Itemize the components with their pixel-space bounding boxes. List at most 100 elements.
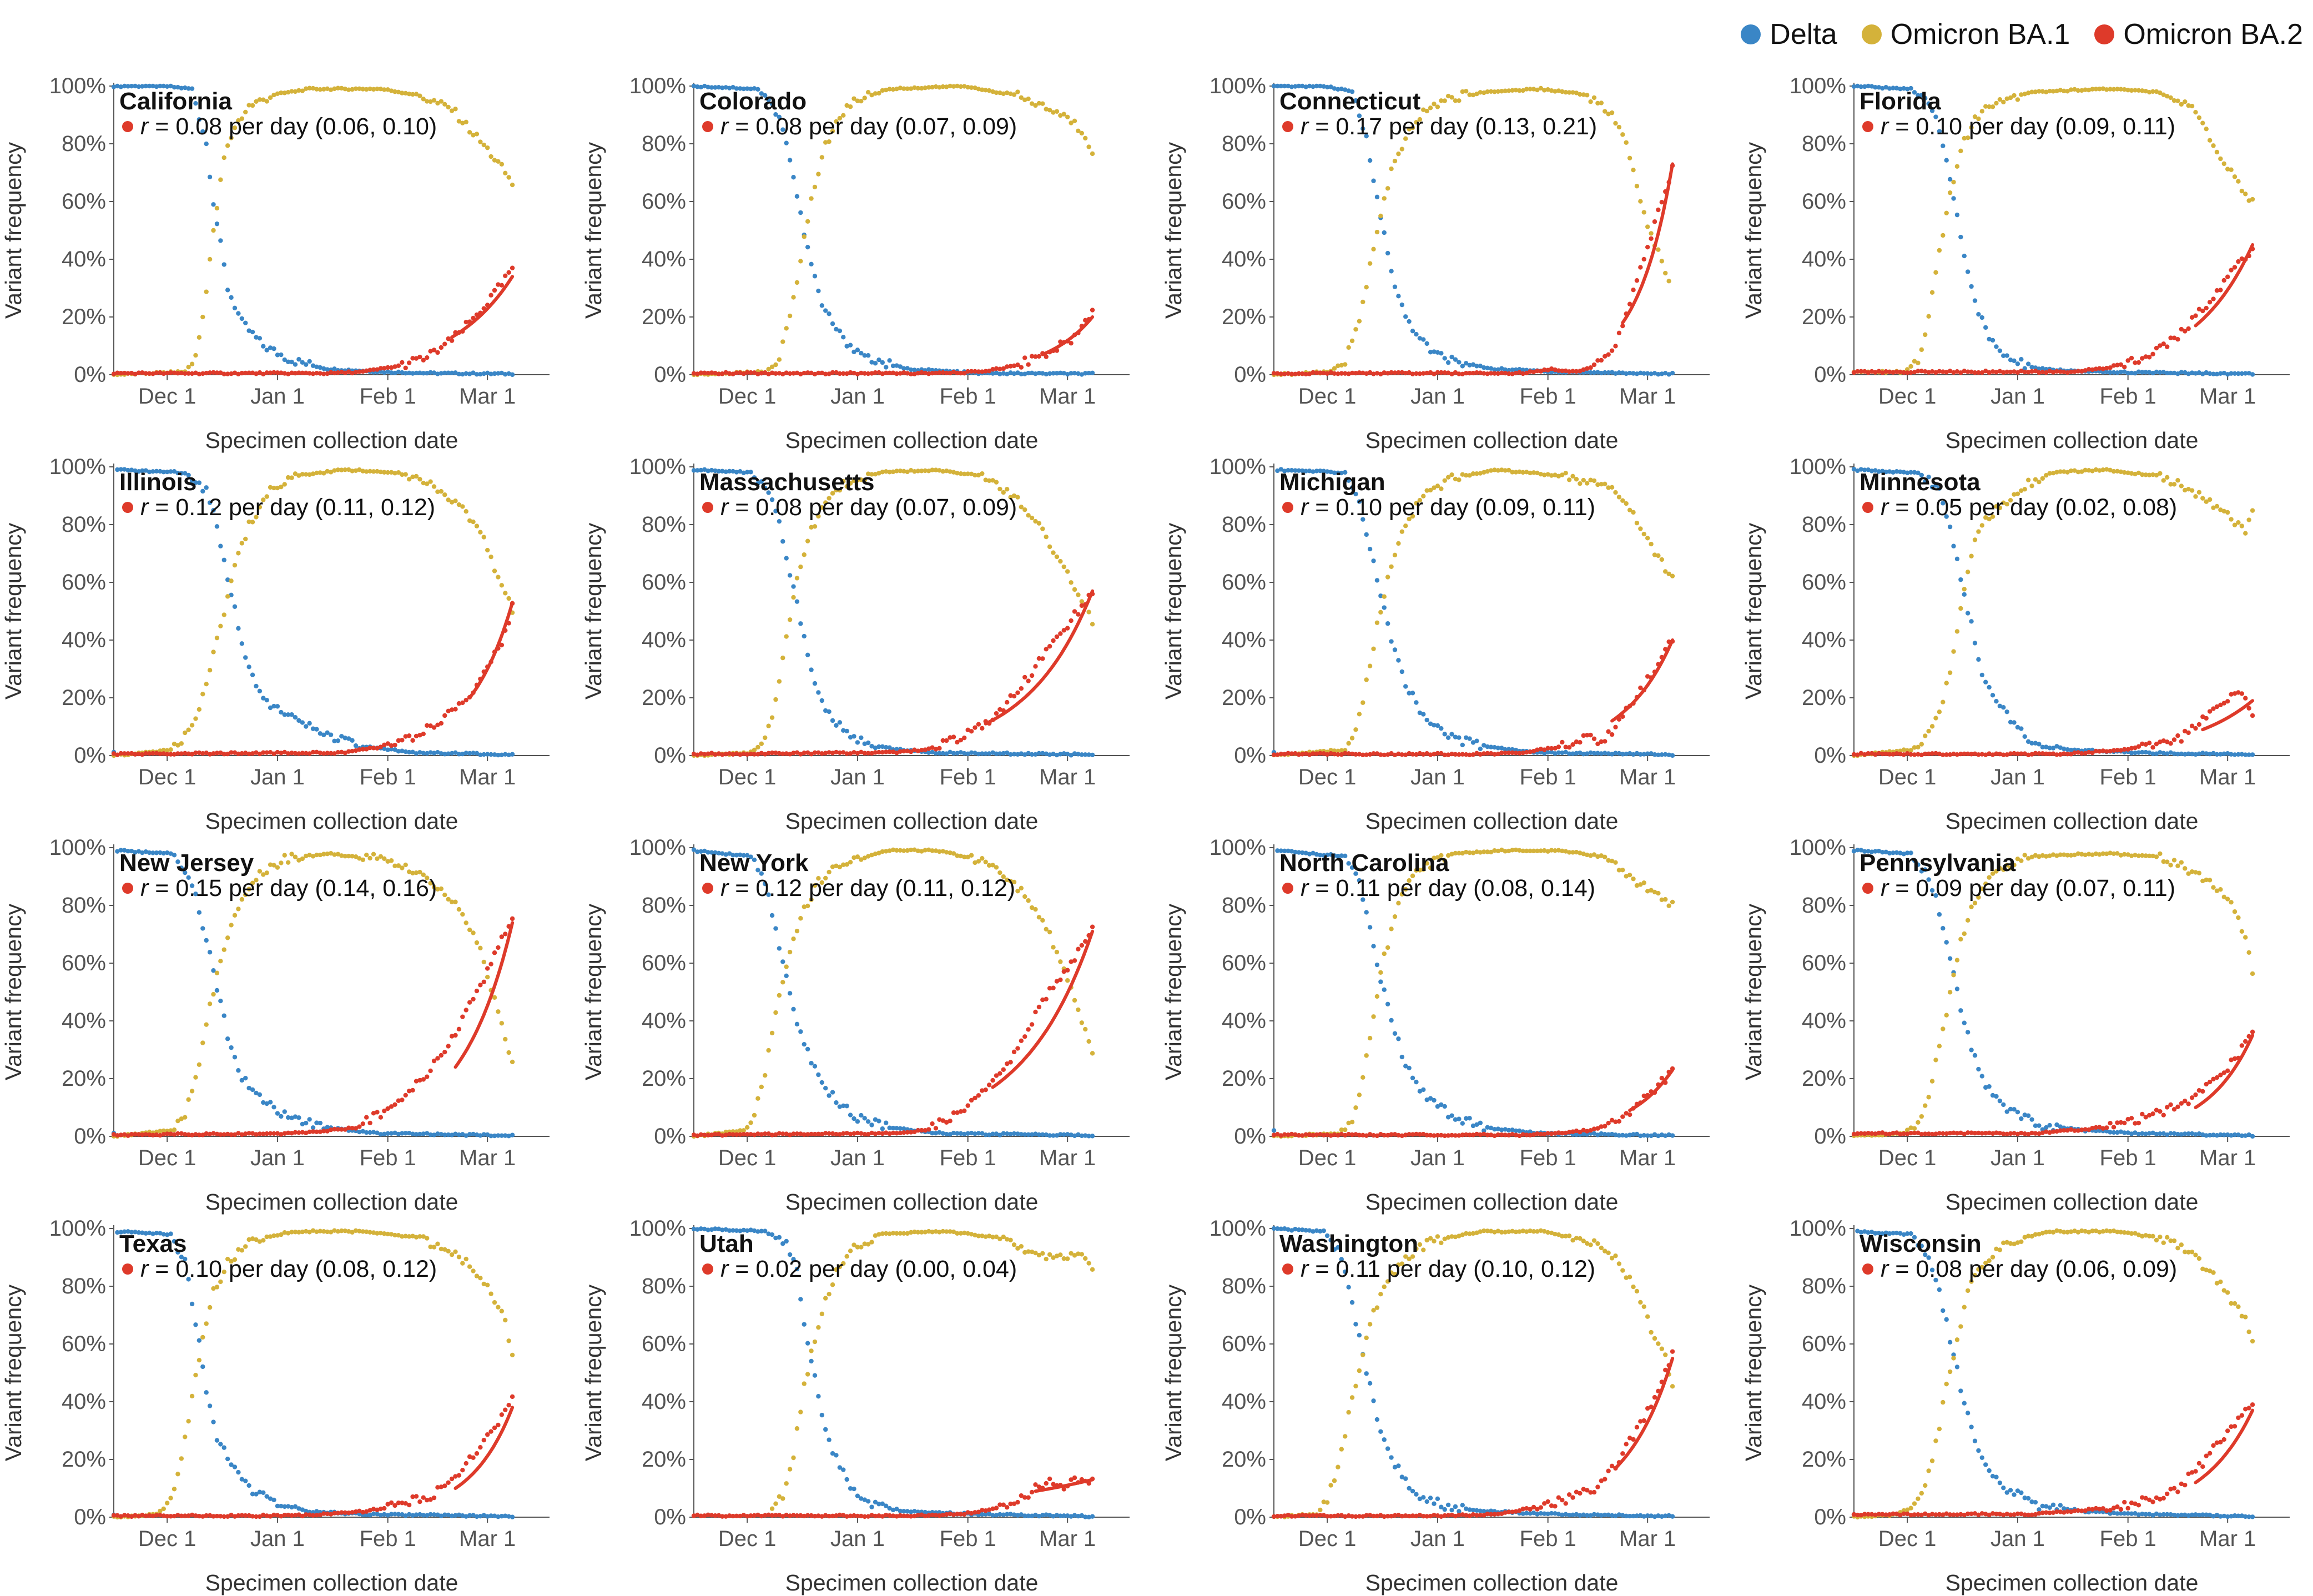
point-omicron-ba-1 xyxy=(1663,897,1667,902)
point-delta xyxy=(225,1036,230,1041)
point-delta xyxy=(271,346,276,351)
point-omicron-ba-1 xyxy=(1457,477,1461,482)
ba2-marker-icon xyxy=(1862,883,1873,894)
point-omicron-ba-1 xyxy=(1378,970,1383,975)
point-delta xyxy=(243,655,248,659)
point-omicron-ba-2 xyxy=(2122,1121,2126,1125)
point-omicron-ba-1 xyxy=(802,1381,807,1386)
panel-new-jersey: 0%20%40%60%80%100%Dec 1 Jan 1 Feb 1 Mar 1Sp… xyxy=(0,828,577,1211)
point-omicron-ba-1 xyxy=(446,1249,450,1253)
point-delta xyxy=(233,1464,237,1469)
point-omicron-ba-1 xyxy=(1346,345,1350,350)
point-delta xyxy=(268,1100,273,1104)
point-omicron-ba-1 xyxy=(233,563,237,567)
x-tick-label: Mar 1 xyxy=(1619,1146,1676,1170)
point-omicron-ba-1 xyxy=(442,893,447,897)
point-omicron-ba-2 xyxy=(503,274,507,278)
point-omicron-ba-1 xyxy=(1592,95,1596,100)
point-omicron-ba-2 xyxy=(972,725,977,729)
panel-california: 0%20%40%60%80%100%Dec 1 Jan 1 Feb 1 Mar 1Sp… xyxy=(0,67,577,450)
point-delta xyxy=(197,480,201,485)
point-delta xyxy=(873,361,878,365)
point-delta xyxy=(1364,532,1368,537)
point-omicron-ba-1 xyxy=(361,858,365,862)
point-omicron-ba-1 xyxy=(788,617,792,622)
point-omicron-ba-1 xyxy=(1916,361,1920,365)
point-omicron-ba-2 xyxy=(1560,740,1564,744)
point-delta xyxy=(1389,639,1393,643)
point-omicron-ba-1 xyxy=(168,1496,173,1500)
point-omicron-ba-1 xyxy=(766,724,770,728)
point-delta xyxy=(1368,158,1372,163)
y-axis-label: Variant frequency xyxy=(1161,903,1186,1080)
point-omicron-ba-1 xyxy=(467,928,472,932)
point-delta xyxy=(1969,619,1973,623)
point-delta xyxy=(866,1119,870,1124)
point-omicron-ba-1 xyxy=(1065,115,1070,119)
point-omicron-ba-1 xyxy=(1627,873,1632,877)
growth-rate-annotation: r = 0.09 per day (0.07, 0.11) xyxy=(1881,875,2175,902)
point-delta xyxy=(222,262,226,266)
x-tick-label: Feb 1 xyxy=(940,765,996,789)
point-omicron-ba-1 xyxy=(1958,149,1963,153)
point-delta xyxy=(834,1453,838,1457)
point-omicron-ba-1 xyxy=(1919,348,1924,352)
point-omicron-ba-1 xyxy=(1350,736,1354,740)
point-omicron-ba-1 xyxy=(798,916,803,920)
point-omicron-ba-1 xyxy=(1378,610,1383,615)
point-omicron-ba-2 xyxy=(1022,1034,1027,1039)
panel-title: Colorado xyxy=(699,88,807,115)
point-delta xyxy=(258,1092,262,1097)
point-omicron-ba-1 xyxy=(432,1245,436,1249)
point-omicron-ba-2 xyxy=(442,713,447,718)
y-tick-label: 0% xyxy=(74,1505,106,1529)
point-omicron-ba-1 xyxy=(200,315,205,319)
point-omicron-ba-2 xyxy=(1080,943,1084,948)
point-omicron-ba-1 xyxy=(492,1300,497,1305)
point-omicron-ba-1 xyxy=(193,1373,198,1377)
point-delta xyxy=(884,365,888,369)
point-omicron-ba-1 xyxy=(1076,592,1080,597)
point-omicron-ba-1 xyxy=(2197,871,2201,875)
x-tick-label: Feb 1 xyxy=(1520,1146,1576,1170)
point-omicron-ba-2 xyxy=(2208,300,2212,304)
ba2-marker-icon xyxy=(1282,502,1293,513)
point-omicron-ba-2 xyxy=(1635,278,1639,283)
point-omicron-ba-1 xyxy=(371,852,376,857)
point-omicron-ba-1 xyxy=(1610,485,1614,490)
growth-rate-value: = 0.10 per day (0.08, 0.12) xyxy=(148,1256,437,1282)
point-omicron-ba-2 xyxy=(1578,740,1582,744)
point-omicron-ba-1 xyxy=(428,479,432,484)
point-omicron-ba-1 xyxy=(1980,523,1984,527)
point-omicron-ba-1 xyxy=(1656,891,1660,895)
point-omicron-ba-2 xyxy=(962,736,966,740)
point-omicron-ba-1 xyxy=(453,900,457,904)
point-omicron-ba-2 xyxy=(2140,1112,2144,1116)
point-delta xyxy=(236,1068,240,1073)
point-delta xyxy=(236,311,240,315)
point-omicron-ba-2 xyxy=(2175,1105,2180,1109)
point-delta xyxy=(1414,1080,1418,1084)
point-delta xyxy=(1439,726,1443,731)
y-tick-label: 20% xyxy=(62,1066,106,1091)
point-delta xyxy=(1385,621,1390,626)
point-delta xyxy=(884,1121,888,1125)
point-omicron-ba-2 xyxy=(439,1053,444,1058)
point-omicron-ba-1 xyxy=(1022,894,1027,899)
point-omicron-ba-2 xyxy=(1044,997,1049,1001)
point-delta xyxy=(795,600,799,604)
point-omicron-ba-1 xyxy=(1072,119,1077,123)
point-omicron-ba-1 xyxy=(453,1250,457,1254)
point-delta xyxy=(218,1442,223,1446)
y-tick-label: 100% xyxy=(1790,455,1846,479)
point-delta xyxy=(1421,1088,1425,1092)
point-omicron-ba-1 xyxy=(1371,1014,1375,1019)
growth-rate-annotation: r = 0.08 per day (0.07, 0.09) xyxy=(720,113,1017,140)
y-axis-label: Variant frequency xyxy=(581,903,606,1080)
point-omicron-ba-2 xyxy=(1656,208,1660,212)
x-tick-label: Dec 1 xyxy=(718,1527,777,1551)
point-omicron-ba-1 xyxy=(780,1496,785,1501)
point-omicron-ba-2 xyxy=(432,1496,436,1500)
point-omicron-ba-1 xyxy=(791,1456,795,1460)
point-omicron-ba-2 xyxy=(948,1119,952,1123)
